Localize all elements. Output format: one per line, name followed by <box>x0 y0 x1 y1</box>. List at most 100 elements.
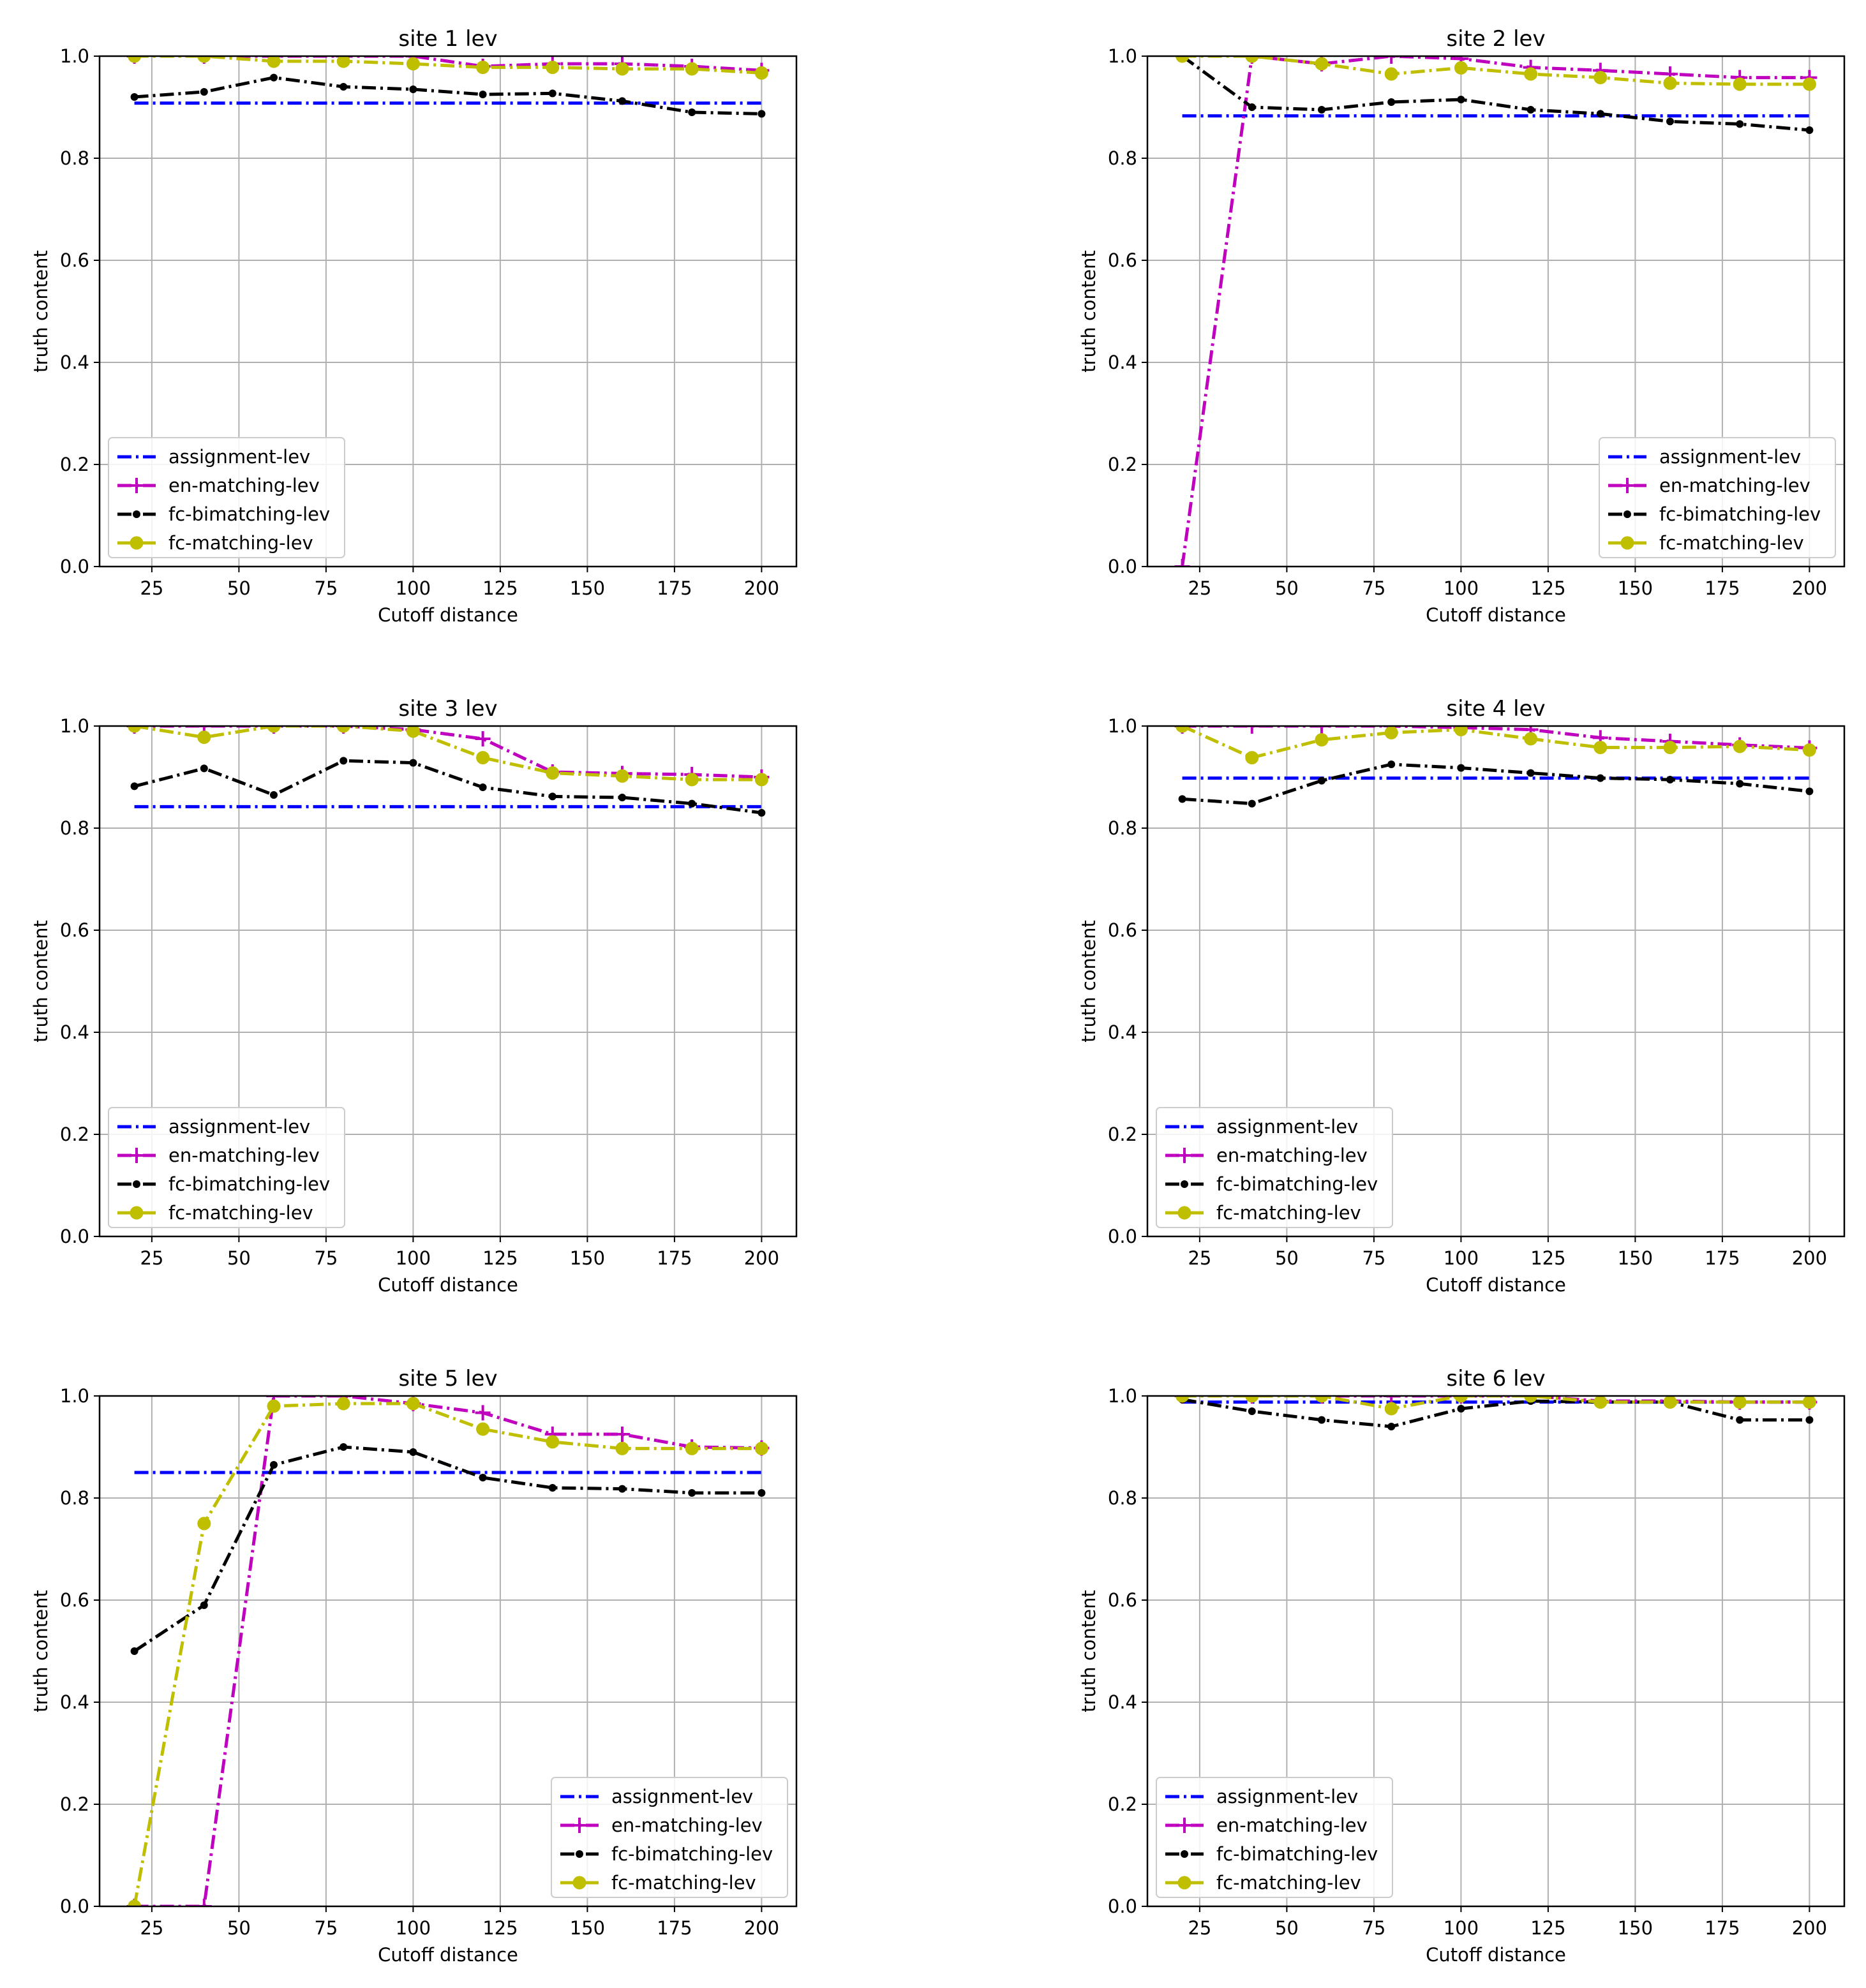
data-point-fc-bimatching-lev <box>548 792 556 801</box>
data-point-fc-matching-lev <box>1384 67 1398 81</box>
data-point-fc-bimatching-lev <box>1736 1416 1744 1424</box>
data-point-fc-bimatching-lev <box>1805 126 1814 134</box>
y-tick-label: 0.4 <box>1108 1021 1137 1043</box>
x-tick-label: 175 <box>657 1247 692 1269</box>
legend-box <box>1599 437 1836 558</box>
legend-label: en-matching-lev <box>168 1145 320 1166</box>
legend-label: fc-bimatching-lev <box>611 1843 773 1865</box>
series-line-en-matching-lev <box>1182 726 1810 750</box>
x-tick-label: 200 <box>1792 577 1827 599</box>
data-point-fc-bimatching-lev <box>130 93 138 101</box>
legend-marker-fc-matching-lev <box>1620 536 1634 550</box>
x-tick-label: 200 <box>1792 1917 1827 1939</box>
chart-panel-1: 25 50 75 100 125 150 175 200 0.0 0.2 0.4 0.6 0.8 1.0 s… <box>30 26 798 626</box>
legend-label: fc-bimatching-lev <box>168 1173 330 1195</box>
data-point-fc-matching-lev <box>615 62 629 76</box>
y-tick-label: 0.6 <box>1108 1589 1137 1611</box>
series-line-en-matching-lev <box>1182 1396 1810 1404</box>
plot-area <box>126 56 770 118</box>
x-axis-label: Cutoff distance <box>378 1944 518 1966</box>
series-line-fc-bimatching-lev <box>134 76 762 115</box>
series-line-fc-bimatching-lev <box>133 1445 762 1653</box>
data-point-fc-bimatching-lev <box>1457 764 1465 772</box>
legend-label: fc-matching-lev <box>1659 532 1804 554</box>
legend-label: assignment-lev <box>168 1116 310 1138</box>
data-point-fc-matching-lev <box>1315 1396 1329 1403</box>
plot-area <box>126 1396 770 1906</box>
legend-marker-en-matching-lev <box>1620 478 1635 493</box>
axes-frame <box>98 55 798 568</box>
data-point-fc-bimatching-lev <box>758 110 766 118</box>
data-point-fc-bimatching-lev <box>340 83 348 91</box>
x-tick-label: 75 <box>1362 1917 1385 1939</box>
chart-panel-5: 25 50 75 100 125 150 175 200 0.0 0.2 0.4 0.6 0.8 1.0 s… <box>30 1366 798 1966</box>
data-point-fc-matching-lev <box>128 1899 142 1906</box>
data-point-en-matching-lev <box>1244 726 1260 734</box>
y-tick-label: 0.0 <box>60 1226 89 1247</box>
y-tick-label: 0.6 <box>60 249 89 271</box>
x-tick-label: 75 <box>314 1917 338 1939</box>
data-point-fc-bimatching-lev <box>479 783 487 791</box>
legend-label: fc-bimatching-lev <box>168 503 330 525</box>
legend-label: assignment-lev <box>168 446 310 468</box>
y-axis-label: truth content <box>1078 250 1100 373</box>
y-axis-label: truth content <box>1078 920 1100 1042</box>
data-point-fc-bimatching-lev <box>409 85 417 93</box>
series-line-fc-matching-lev <box>1181 726 1810 760</box>
data-point-fc-matching-lev <box>1733 77 1747 91</box>
data-point-fc-matching-lev <box>1384 1402 1398 1416</box>
legend-label: fc-bimatching-lev <box>1216 1843 1378 1865</box>
data-point-fc-matching-lev <box>685 773 699 787</box>
data-point-fc-bimatching-lev <box>688 799 696 808</box>
data-point-fc-matching-lev <box>197 1517 211 1531</box>
x-tick-label: 50 <box>227 577 251 599</box>
data-point-fc-bimatching-lev <box>1596 774 1604 782</box>
data-point-fc-bimatching-lev <box>1457 1405 1465 1413</box>
data-point-fc-matching-lev <box>1802 743 1816 757</box>
x-tick-label: 175 <box>1705 577 1740 599</box>
y-tick-label: 0.8 <box>60 1487 89 1509</box>
data-point-fc-matching-lev <box>1524 67 1538 81</box>
y-axis-label: truth content <box>1078 1590 1100 1712</box>
legend-label: assignment-lev <box>611 1786 753 1807</box>
data-point-fc-matching-lev <box>197 56 211 63</box>
axes-frame <box>98 1395 798 1908</box>
legend-label: assignment-lev <box>1216 1786 1358 1807</box>
y-tick-label: 0.4 <box>60 352 89 373</box>
chart-title: site 1 lev <box>398 26 497 52</box>
data-point-fc-bimatching-lev <box>130 782 138 790</box>
data-point-en-matching-lev <box>1384 1396 1400 1404</box>
y-tick-label: 0.6 <box>1108 249 1137 271</box>
series-line-en-matching-lev <box>1181 56 1810 567</box>
x-tick-label: 100 <box>1444 1917 1479 1939</box>
y-tick-label: 0.2 <box>1108 454 1137 475</box>
plot-area <box>1174 56 1817 567</box>
data-point-en-matching-lev <box>1314 726 1329 734</box>
series-line-en-matching-lev <box>134 56 762 72</box>
data-point-fc-bimatching-lev <box>1805 1416 1814 1424</box>
series-line-fc-bimatching-lev <box>133 759 762 815</box>
y-tick-label: 0.0 <box>60 1895 89 1917</box>
legend-marker-en-matching-lev <box>572 1818 587 1833</box>
legend-label: fc-bimatching-lev <box>1216 1173 1378 1195</box>
legend-label: en-matching-lev <box>611 1814 763 1836</box>
x-tick-label: 100 <box>1444 577 1479 599</box>
legend-marker-fc-matching-lev <box>130 536 144 550</box>
legend-marker-fc-bimatching-lev <box>1181 1180 1188 1188</box>
chart-panel-4: 25 50 75 100 125 150 175 200 0.0 0.2 0.4 0.6 0.8 1.0 s… <box>1078 696 1846 1296</box>
data-point-fc-bimatching-lev <box>200 1601 208 1609</box>
data-point-fc-matching-lev <box>406 1397 420 1411</box>
series-line-fc-bimatching-lev <box>1182 762 1810 806</box>
y-tick-label: 0.8 <box>1108 1487 1137 1509</box>
series-line-en-matching-lev <box>134 726 762 779</box>
x-tick-label: 175 <box>1705 1247 1740 1269</box>
legend-label: fc-matching-lev <box>1216 1202 1361 1224</box>
data-point-fc-matching-lev <box>1524 1396 1538 1403</box>
data-point-fc-bimatching-lev <box>688 108 696 116</box>
legend-marker-en-matching-lev <box>129 1148 144 1163</box>
x-tick-label: 125 <box>482 577 518 599</box>
data-point-en-matching-lev <box>1174 559 1190 567</box>
legend: assignment-lev en-matching-lev fc-bimatchi… <box>1156 1777 1393 1898</box>
data-point-fc-matching-lev <box>1315 57 1329 71</box>
